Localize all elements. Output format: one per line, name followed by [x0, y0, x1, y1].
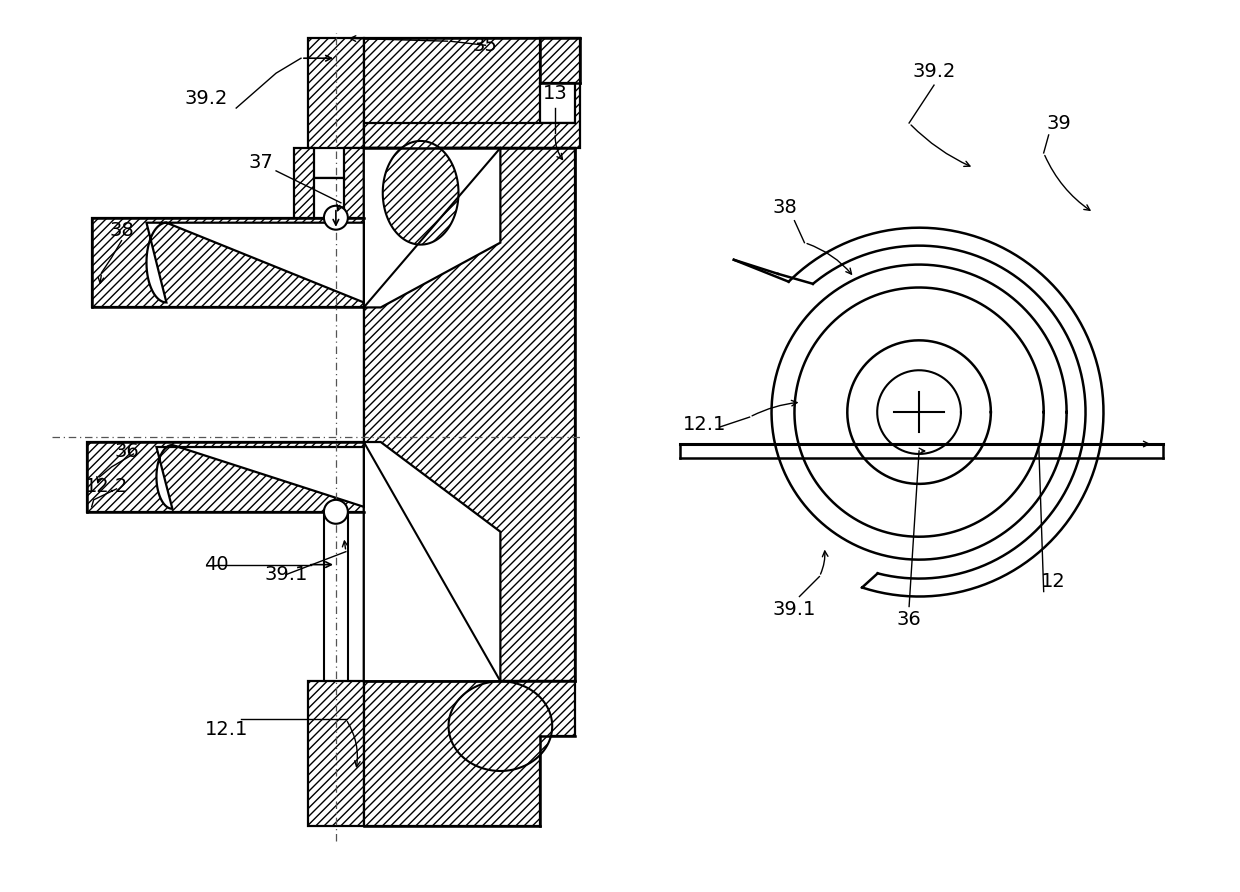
Text: 39: 39 [1047, 113, 1071, 133]
Polygon shape [308, 38, 363, 148]
Text: 39.1: 39.1 [773, 600, 816, 619]
Circle shape [324, 206, 348, 229]
Polygon shape [87, 442, 363, 512]
Text: 36: 36 [897, 610, 921, 629]
Text: 40: 40 [203, 555, 228, 574]
Text: 37: 37 [249, 153, 274, 172]
Polygon shape [294, 148, 363, 218]
Text: 35: 35 [472, 36, 497, 54]
Text: 39.2: 39.2 [185, 88, 228, 108]
Polygon shape [363, 148, 575, 308]
Polygon shape [363, 308, 575, 442]
Polygon shape [363, 148, 575, 308]
Circle shape [324, 500, 348, 524]
Polygon shape [363, 442, 501, 681]
Polygon shape [383, 141, 459, 244]
Text: 12: 12 [1042, 572, 1066, 591]
Text: 12.1: 12.1 [205, 720, 248, 739]
Polygon shape [146, 223, 363, 302]
Text: 12.2: 12.2 [84, 477, 128, 496]
Polygon shape [363, 38, 580, 148]
Polygon shape [449, 681, 552, 771]
Polygon shape [363, 148, 501, 308]
Polygon shape [308, 681, 363, 826]
Polygon shape [314, 178, 343, 218]
Polygon shape [363, 148, 575, 308]
Polygon shape [92, 218, 363, 308]
Text: 38: 38 [109, 221, 134, 240]
Text: 13: 13 [543, 84, 568, 103]
Polygon shape [156, 445, 363, 508]
Text: 12.1: 12.1 [683, 415, 727, 434]
Polygon shape [363, 148, 575, 681]
Text: 38: 38 [773, 198, 797, 218]
Text: 39.1: 39.1 [264, 566, 308, 584]
Text: 39.2: 39.2 [913, 62, 956, 80]
Polygon shape [363, 38, 580, 148]
Polygon shape [363, 681, 575, 826]
Text: 36: 36 [114, 442, 139, 461]
